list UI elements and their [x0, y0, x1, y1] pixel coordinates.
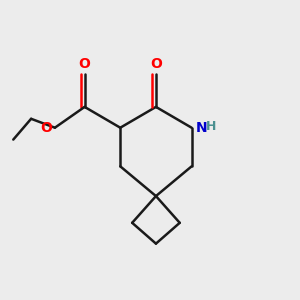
Text: O: O	[79, 57, 91, 70]
Text: O: O	[150, 57, 162, 70]
Text: O: O	[40, 121, 52, 135]
Text: H: H	[206, 120, 216, 133]
Text: N: N	[196, 121, 208, 135]
